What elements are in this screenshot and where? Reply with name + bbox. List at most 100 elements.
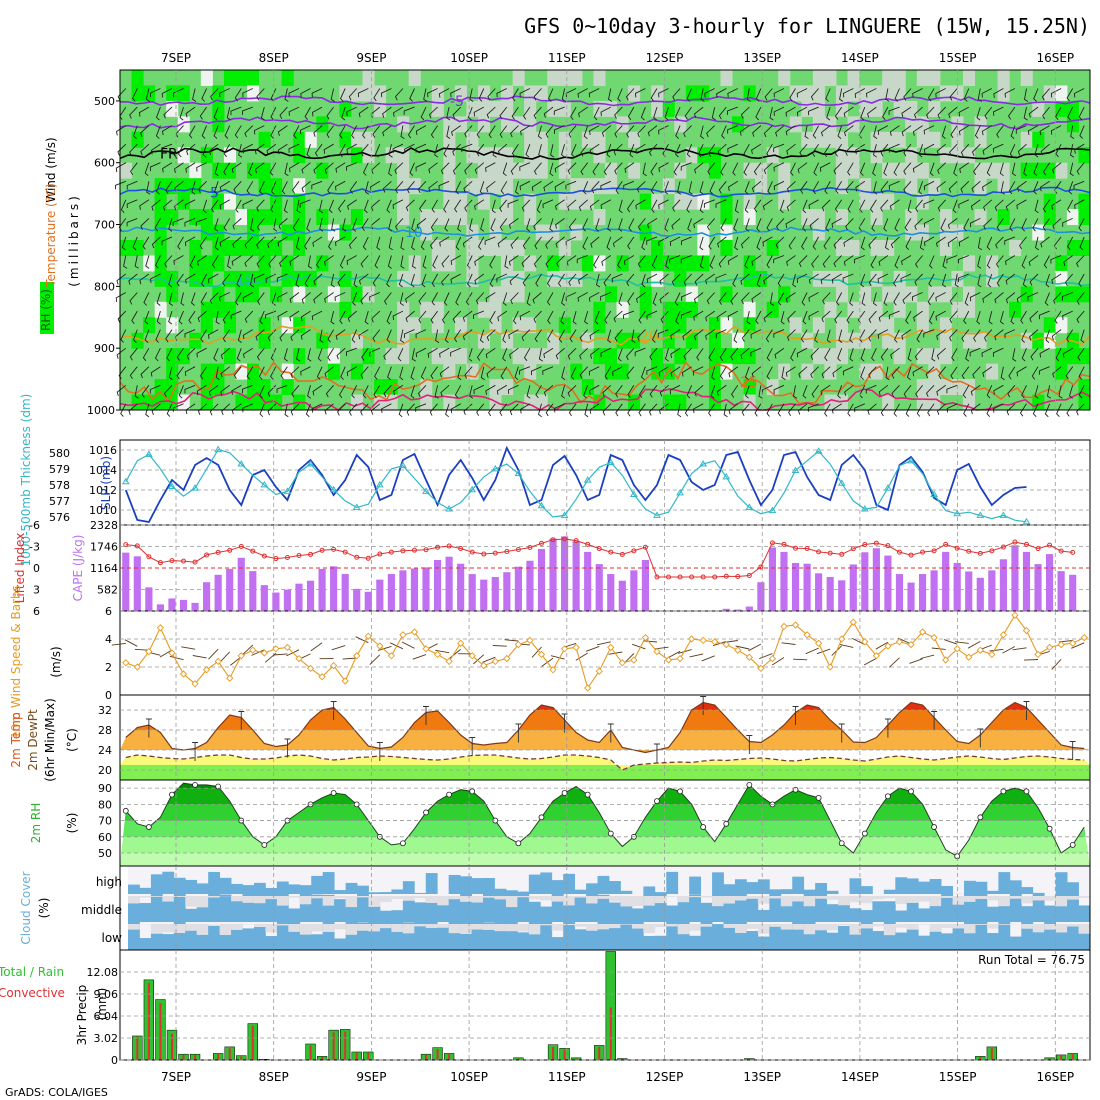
lifted-index-marker <box>666 574 672 580</box>
wind10-barb <box>735 645 750 650</box>
rh-cell <box>512 162 525 179</box>
rh-cell <box>524 131 537 148</box>
wind-barb <box>743 143 750 158</box>
wind-barb <box>766 255 773 269</box>
wind-barb <box>637 218 646 231</box>
wind-barb <box>726 106 738 115</box>
cloud-cell-middle <box>986 906 999 922</box>
cloud-gap <box>1044 896 1057 901</box>
wind-barb <box>715 273 727 282</box>
cloud-cell-low <box>712 924 724 950</box>
cloud-cell-high <box>597 875 610 894</box>
minmax-bar <box>838 723 845 743</box>
wind-barb <box>184 329 196 338</box>
cloud-cell-high <box>219 877 232 894</box>
cloud-cell-high <box>402 881 415 894</box>
wind-barb <box>362 162 369 176</box>
wind-barb <box>486 329 496 341</box>
rh-cell <box>962 255 976 272</box>
wind-barb <box>259 385 265 399</box>
cloud-gap <box>700 896 713 898</box>
wind-barb <box>924 236 935 247</box>
wind-barb <box>568 273 577 287</box>
rh-cell <box>258 240 271 256</box>
wind-barb <box>982 366 993 378</box>
wind-barb <box>1078 218 1085 232</box>
wind10-barb <box>369 654 381 665</box>
wind10-speed-marker <box>641 633 650 642</box>
wind-barb <box>756 218 762 232</box>
cloud-gap <box>448 896 461 900</box>
cloud-cell-low <box>551 937 564 950</box>
wind-barb <box>940 218 947 232</box>
rh-cell <box>258 178 271 195</box>
cloud-cell-low <box>437 927 450 950</box>
wind-barb <box>820 125 831 137</box>
wind-barb <box>142 347 150 362</box>
lifted-index-marker <box>227 547 233 553</box>
cloud-gap <box>631 896 644 906</box>
contour-t30 <box>119 388 1091 411</box>
wind10-barb <box>504 639 519 642</box>
wind-barb <box>744 181 750 195</box>
wind-barb <box>214 236 219 251</box>
wind-barb <box>977 255 982 269</box>
cloud-cell-high <box>139 887 152 894</box>
wind-barb <box>307 385 312 399</box>
rh-cell <box>304 270 317 287</box>
wind-barb <box>811 255 819 268</box>
wind-barb <box>835 181 843 194</box>
temp2m-axis-label: 2m Temp <box>9 712 23 767</box>
wind-barb <box>534 236 542 250</box>
wind-barb <box>923 199 935 209</box>
rh-cell <box>812 348 825 365</box>
wind-barb <box>641 236 646 251</box>
cloud-cell-high <box>185 879 198 894</box>
rh-cell <box>166 209 179 226</box>
cloud-cell-middle <box>528 901 541 922</box>
wind-barb <box>912 162 923 173</box>
wind-barb <box>348 403 358 416</box>
wind-barb <box>346 366 357 377</box>
wind-barb <box>683 273 692 286</box>
wind-barb <box>184 199 196 209</box>
wind-barb <box>1053 292 1062 305</box>
thickness-marker <box>560 511 569 518</box>
wind10-barb <box>875 641 889 650</box>
rh-cell <box>570 363 583 380</box>
wind-barb <box>664 218 669 232</box>
wind-barb <box>560 144 566 158</box>
thickness-marker <box>1022 517 1031 525</box>
cloud-cell-high <box>1055 872 1068 894</box>
wind-barb <box>374 366 381 380</box>
wind-barb <box>497 310 508 322</box>
wind-barb <box>117 143 127 156</box>
wind-barb <box>915 199 923 213</box>
wind-barb <box>579 366 589 379</box>
wind10-barb <box>909 658 923 664</box>
wind-barb <box>265 310 277 319</box>
wind-barb <box>1019 236 1027 250</box>
wind-barb <box>509 403 519 416</box>
cape-bar <box>1011 545 1019 611</box>
rh-cell <box>835 317 848 334</box>
wind-barb <box>808 199 819 210</box>
wind-barb <box>200 273 207 287</box>
rh2m-area-band <box>123 783 1086 837</box>
rh-cell <box>350 131 363 148</box>
thickness-marker <box>237 460 246 467</box>
wind-barb <box>965 348 970 362</box>
wind-barb <box>950 366 958 380</box>
wind-barb <box>844 384 854 396</box>
lifted-index-marker <box>411 547 417 553</box>
wind-barb <box>242 88 253 98</box>
wind-barb <box>996 125 1004 139</box>
rh-cell <box>835 240 848 256</box>
wind10-speed-marker <box>745 653 753 661</box>
rh-cell <box>247 70 260 86</box>
wind-barb <box>334 292 346 302</box>
wind-barb <box>1027 292 1039 301</box>
wind-barb <box>833 162 843 175</box>
cloud-cell-middle <box>334 899 346 922</box>
wind-barb <box>316 366 323 380</box>
